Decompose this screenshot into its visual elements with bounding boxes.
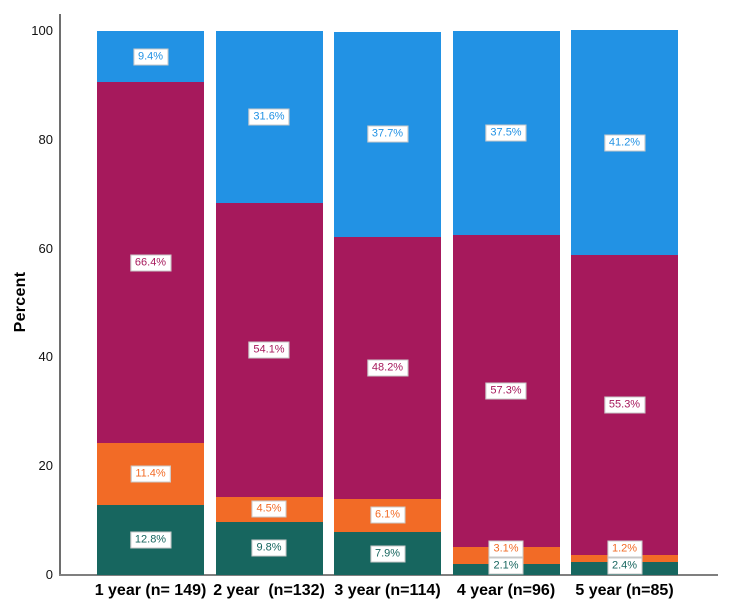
- y-axis-title: Percent: [12, 271, 29, 333]
- segment-value-label: 41.2%: [603, 134, 646, 152]
- segment-value-label: 1.2%: [606, 540, 643, 558]
- segment-value-label: 31.6%: [248, 108, 290, 126]
- segment-value-label: 3.1%: [488, 540, 524, 558]
- x-axis-label: 1 year (n= 149): [94, 582, 207, 599]
- segment-value-label: 12.8%: [129, 531, 172, 549]
- segment-value-label: 37.5%: [485, 124, 527, 142]
- x-axis-label: 3 year (n=114): [334, 582, 441, 599]
- segment-value-label: 6.1%: [369, 506, 406, 524]
- segment-value-label: 37.7%: [366, 125, 409, 143]
- segment-value-label: 4.5%: [251, 500, 287, 518]
- segment-value-label: 9.4%: [132, 48, 169, 66]
- y-tick-label: 80: [38, 131, 53, 147]
- segment-value-label: 54.1%: [248, 341, 290, 359]
- segment-value-label: 48.2%: [366, 359, 409, 377]
- x-axis-label: 5 year (n=85): [575, 582, 674, 599]
- segment-value-label: 11.4%: [130, 465, 171, 483]
- segment-value-label: 2.4%: [606, 557, 643, 575]
- x-axis-label: 2 year (n=132): [213, 582, 325, 599]
- y-tick-label: 60: [38, 240, 53, 256]
- y-axis-line: [59, 14, 61, 575]
- segment-value-label: 9.8%: [251, 539, 287, 557]
- y-tick-label: 0: [45, 567, 53, 582]
- y-tick-label: 20: [38, 458, 53, 474]
- y-tick-label: 40: [38, 349, 53, 365]
- x-axis-line: [59, 574, 718, 576]
- segment-value-label: 2.1%: [488, 557, 524, 575]
- segment-value-label: 55.3%: [603, 396, 646, 414]
- segment-value-label: 7.9%: [369, 545, 406, 562]
- x-axis-label: 4 year (n=96): [456, 582, 556, 599]
- segment-value-label: 66.4%: [129, 254, 172, 272]
- y-tick-label: 100: [31, 23, 53, 38]
- segment-value-label: 57.3%: [485, 382, 527, 400]
